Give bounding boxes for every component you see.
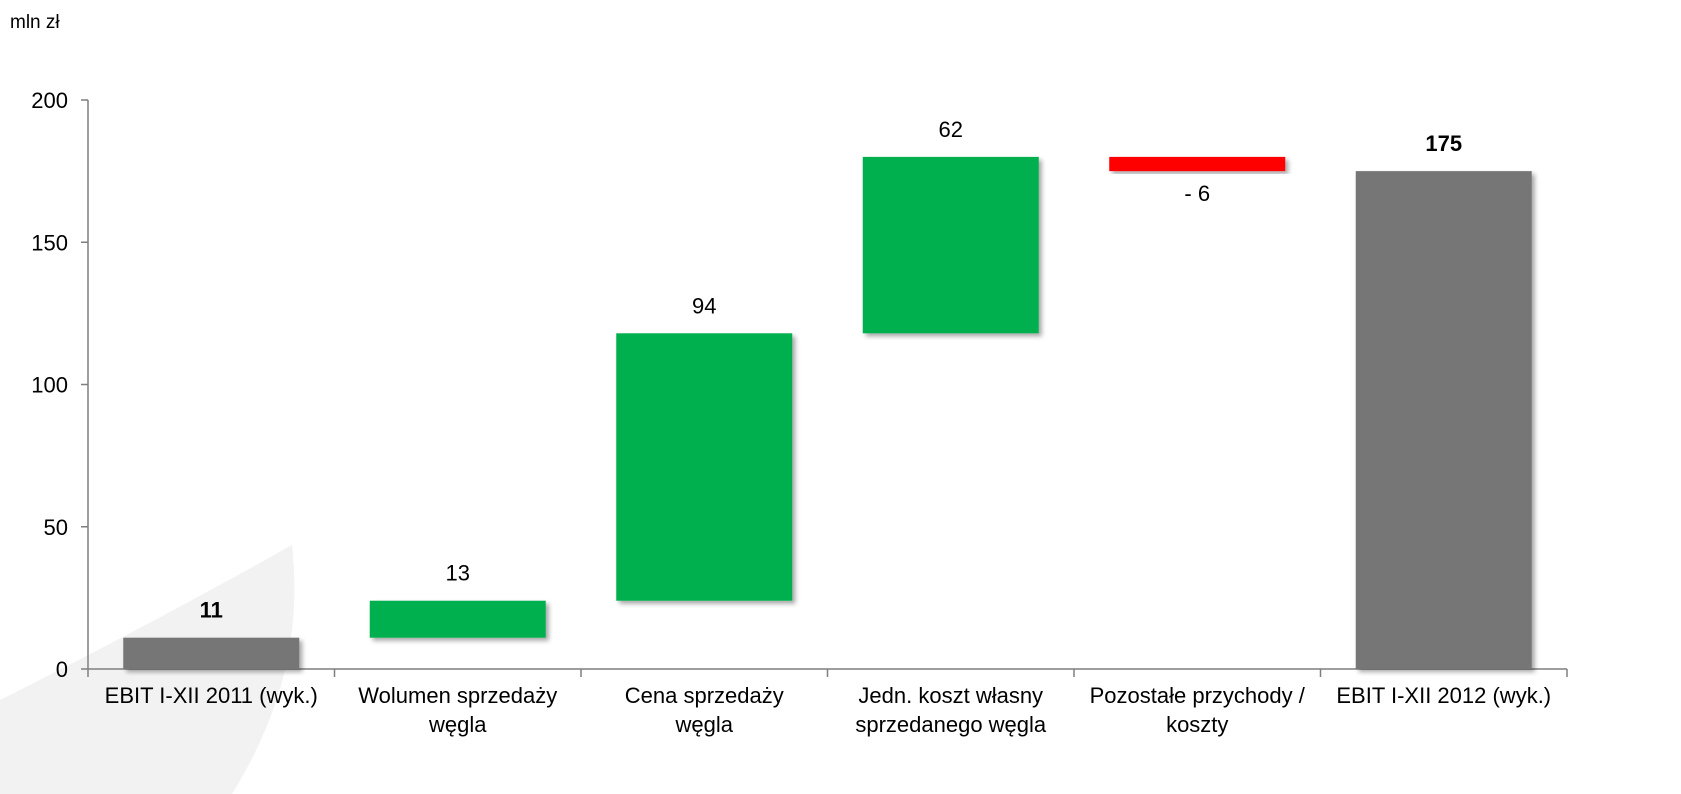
bar-increase <box>369 600 546 638</box>
data-label: 13 <box>446 561 470 586</box>
y-tick-label: 150 <box>31 230 68 255</box>
x-category-label: Cena sprzedaży węgla <box>625 683 784 737</box>
y-tick-label: 200 <box>31 88 68 113</box>
data-label: 11 <box>200 598 223 623</box>
x-category-label: Jedn. koszt własny sprzedanego węgla <box>855 683 1047 737</box>
x-category-label: Wolumen sprzedaży węgla <box>358 683 557 737</box>
bar-increase <box>616 333 793 601</box>
data-label: 175 <box>1425 131 1462 156</box>
bar-increase <box>862 156 1039 334</box>
bar-total <box>1355 171 1532 669</box>
bar-total <box>123 637 300 669</box>
data-label: - 6 <box>1184 181 1210 206</box>
y-tick-label: 0 <box>56 657 68 682</box>
unit-label: mln zł <box>10 12 60 33</box>
data-label: 94 <box>692 293 716 318</box>
x-category-label: Pozostałe przychody / koszty <box>1090 683 1306 737</box>
y-tick-label: 100 <box>31 373 68 398</box>
y-tick-label: 50 <box>44 515 68 540</box>
bar-decrease <box>1109 156 1286 172</box>
data-label: 62 <box>939 117 963 142</box>
x-category-label: EBIT I-XII 2011 (wyk.) <box>105 683 318 708</box>
x-category-label: EBIT I-XII 2012 (wyk.) <box>1336 683 1551 708</box>
